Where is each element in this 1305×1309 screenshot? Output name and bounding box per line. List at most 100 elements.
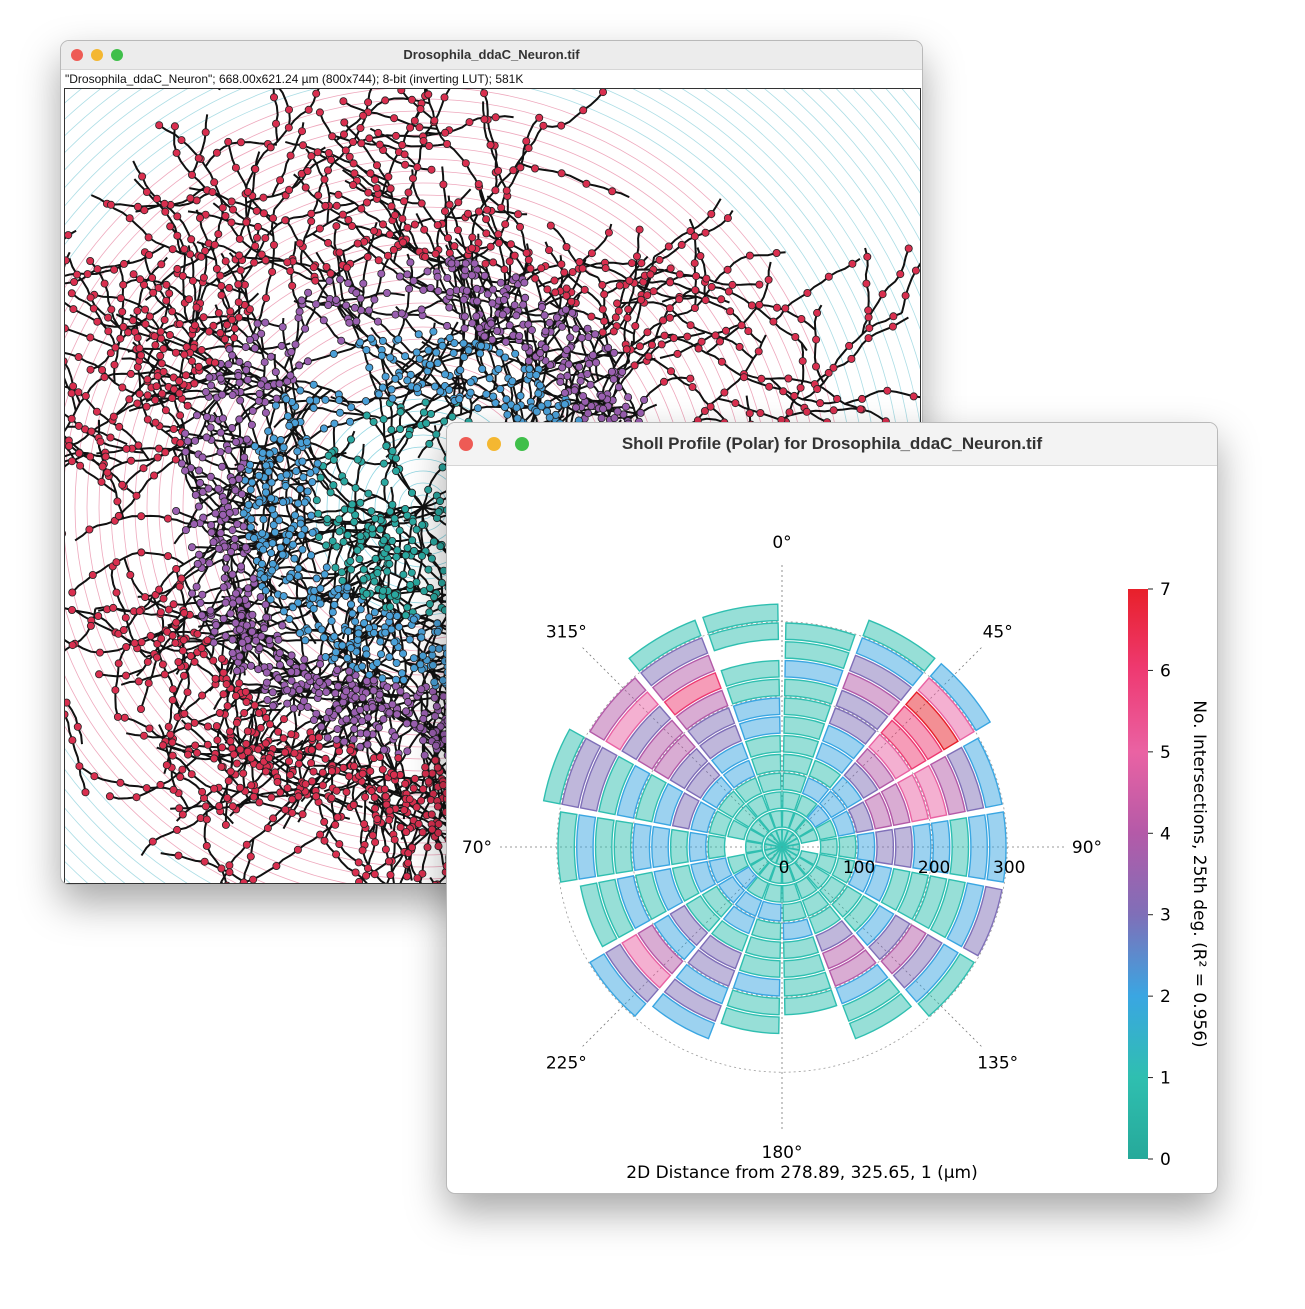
plot-window: Sholl Profile (Polar) for Drosophila_dda…: [446, 422, 1218, 1194]
node: [417, 633, 426, 642]
node: [500, 403, 509, 412]
node: [430, 592, 439, 601]
node: [217, 864, 226, 873]
node: [378, 383, 387, 392]
node: [282, 470, 291, 479]
node: [428, 651, 437, 660]
node: [546, 221, 555, 230]
node: [86, 365, 95, 374]
node: [393, 546, 402, 555]
node: [246, 460, 255, 469]
node: [724, 287, 733, 296]
neurite: [539, 348, 612, 358]
node: [467, 271, 476, 280]
node: [119, 280, 128, 289]
node: [75, 449, 84, 458]
node: [184, 750, 193, 759]
node: [636, 408, 645, 417]
node: [558, 363, 567, 372]
node: [164, 605, 173, 614]
node: [482, 229, 491, 238]
node: [403, 859, 412, 868]
node: [512, 403, 521, 412]
node: [550, 276, 559, 285]
node: [392, 467, 401, 476]
node: [65, 530, 67, 537]
node: [406, 258, 415, 267]
node: [307, 209, 316, 218]
node: [351, 617, 360, 626]
polar-bar: [576, 814, 597, 880]
node: [157, 260, 166, 269]
node: [607, 367, 616, 376]
node: [352, 288, 361, 297]
node: [173, 264, 182, 273]
node: [159, 594, 168, 603]
node: [435, 497, 444, 506]
node: [397, 89, 406, 95]
node: [279, 715, 288, 724]
node: [260, 624, 269, 633]
node: [161, 207, 170, 216]
node: [329, 481, 338, 490]
node: [374, 128, 383, 137]
node: [378, 220, 387, 229]
node: [156, 327, 165, 336]
node: [779, 387, 788, 396]
node: [864, 334, 873, 343]
node: [319, 424, 328, 433]
node: [247, 420, 256, 429]
node: [109, 603, 118, 612]
node: [723, 214, 732, 223]
node: [137, 548, 146, 557]
node: [320, 836, 329, 845]
node: [599, 89, 607, 97]
node: [248, 406, 257, 415]
neurite: [305, 148, 331, 224]
colorbar-tick-label: 4: [1160, 824, 1171, 844]
node: [443, 273, 452, 282]
node: [399, 676, 408, 685]
node: [429, 661, 438, 670]
node: [501, 337, 510, 346]
node: [356, 124, 365, 133]
node: [443, 321, 452, 330]
zoom-button[interactable]: [111, 49, 123, 61]
node: [362, 650, 371, 659]
node: [143, 415, 152, 424]
node: [431, 712, 440, 721]
close-button[interactable]: [71, 49, 83, 61]
node: [114, 511, 123, 520]
node: [191, 321, 200, 330]
node: [366, 767, 375, 776]
node: [171, 455, 180, 464]
node: [343, 583, 352, 592]
node: [731, 399, 740, 408]
node: [83, 270, 92, 279]
node: [648, 340, 657, 349]
node: [226, 737, 235, 746]
node: [416, 723, 425, 732]
node: [320, 817, 329, 826]
node: [209, 656, 218, 665]
node: [171, 639, 180, 648]
node: [318, 781, 327, 790]
x-axis-label: 2D Distance from 278.89, 325.65, 1 (µm): [626, 1163, 977, 1183]
node: [235, 679, 244, 688]
node: [797, 314, 806, 323]
node: [193, 559, 202, 568]
node: [203, 636, 212, 645]
node: [382, 288, 391, 297]
node: [351, 483, 360, 492]
node: [371, 838, 380, 847]
node: [214, 544, 223, 553]
minimize-button[interactable]: [91, 49, 103, 61]
node: [476, 349, 485, 358]
node: [119, 626, 128, 635]
node: [132, 491, 141, 500]
node: [67, 389, 76, 398]
node: [374, 723, 383, 732]
node: [364, 98, 373, 107]
node: [383, 683, 392, 692]
node: [425, 439, 434, 448]
